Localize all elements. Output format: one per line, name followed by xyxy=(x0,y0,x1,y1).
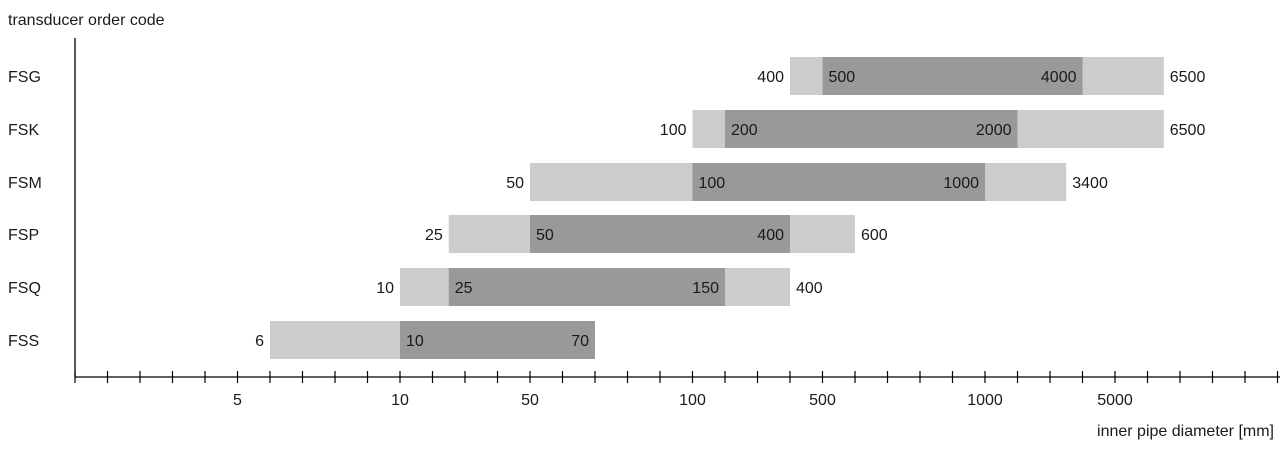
row-code: FSM xyxy=(8,175,42,192)
inner-range-bar xyxy=(448,268,725,306)
inner-min-label: 50 xyxy=(536,227,554,244)
outer-max-label: 600 xyxy=(861,227,888,244)
row-code: FSK xyxy=(8,122,39,139)
inner-min-label: 100 xyxy=(699,175,726,192)
range-rows: FSS 6 10 70 FSQ 10 400 25 150 FSP 25 600 50 400 FSM 50 3… xyxy=(8,57,1205,359)
row-code: FSP xyxy=(8,227,39,244)
x-tick-label: 500 xyxy=(809,392,836,409)
outer-max-label: 6500 xyxy=(1170,122,1206,139)
x-tick-label: 100 xyxy=(679,392,706,409)
x-tick-label: 10 xyxy=(391,392,409,409)
x-axis-label: inner pipe diameter [mm] xyxy=(1097,423,1274,440)
inner-min-label: 25 xyxy=(455,280,473,297)
inner-min-label: 500 xyxy=(829,69,856,86)
inner-min-label: 200 xyxy=(731,122,758,139)
inner-max-label: 4000 xyxy=(1041,69,1077,86)
outer-max-label: 400 xyxy=(796,280,823,297)
x-tick-label: 5000 xyxy=(1097,392,1133,409)
inner-max-label: 1000 xyxy=(943,175,979,192)
inner-max-label: 70 xyxy=(571,333,589,350)
inner-range-bar xyxy=(822,57,1083,95)
outer-max-label: 6500 xyxy=(1170,69,1206,86)
x-axis-tick-labels: 5 10 50 100 500 1000 5000 xyxy=(233,392,1133,409)
inner-range-bar xyxy=(692,163,985,201)
inner-range-bar xyxy=(400,321,595,359)
x-tick-label: 5 xyxy=(233,392,242,409)
inner-min-label: 10 xyxy=(406,333,424,350)
row-code: FSS xyxy=(8,333,39,350)
outer-min-label: 25 xyxy=(425,227,443,244)
row-code: FSQ xyxy=(8,280,41,297)
outer-min-label: 50 xyxy=(506,175,524,192)
outer-min-label: 6 xyxy=(255,333,264,350)
x-tick-label: 50 xyxy=(521,392,539,409)
inner-max-label: 400 xyxy=(757,227,784,244)
x-axis-ticks xyxy=(74,371,1279,383)
y-axis-label: transducer order code xyxy=(8,12,165,29)
inner-range-bar xyxy=(530,215,790,253)
inner-max-label: 2000 xyxy=(976,122,1012,139)
outer-min-label: 400 xyxy=(757,69,784,86)
outer-min-label: 100 xyxy=(660,122,687,139)
x-tick-label: 1000 xyxy=(967,392,1003,409)
row-code: FSG xyxy=(8,69,41,86)
outer-max-label: 3400 xyxy=(1072,175,1108,192)
inner-max-label: 150 xyxy=(692,280,719,297)
inner-range-bar xyxy=(725,110,1018,148)
outer-min-label: 10 xyxy=(376,280,394,297)
